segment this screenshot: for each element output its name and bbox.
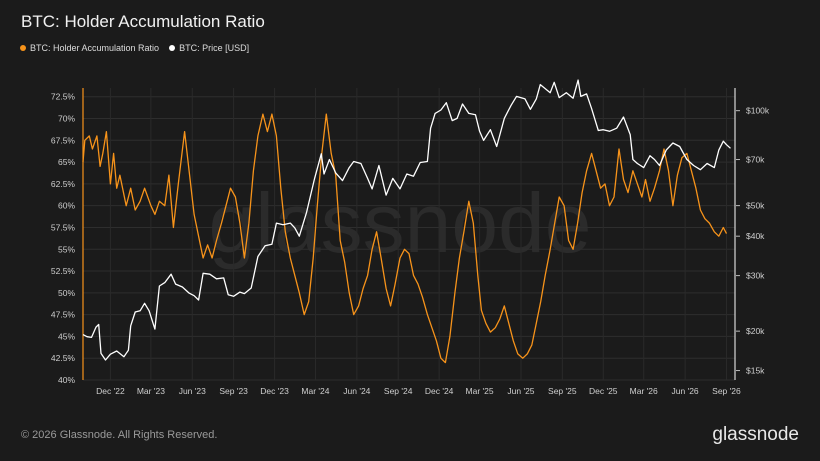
right-tick-label: $70k: [746, 155, 765, 165]
legend-label-ratio: BTC: Holder Accumulation Ratio: [30, 43, 160, 53]
x-tick-label: Dec '24: [425, 386, 454, 396]
left-tick-label: 55%: [58, 244, 75, 254]
legend-swatch-price: [169, 45, 176, 51]
left-tick-label: 65%: [58, 157, 75, 167]
x-tick-label: Sep '25: [548, 386, 577, 396]
legend-swatch-ratio: [20, 45, 26, 51]
left-tick-label: 50%: [58, 288, 75, 298]
x-tick-label: Sep '24: [384, 386, 413, 396]
x-tick-label: Jun '26: [672, 386, 699, 396]
x-tick-label: Dec '23: [260, 386, 289, 396]
left-tick-label: 47.5%: [51, 310, 76, 320]
grid: [83, 88, 735, 381]
left-tick-label: 45%: [58, 331, 75, 341]
x-tick-label: Sep '26: [712, 386, 741, 396]
left-tick-label: 52.5%: [51, 266, 76, 276]
left-tick-label: 72.5%: [51, 92, 76, 102]
x-axis: Dec '22 Mar '23 Jun '23 Sep '23 Dec '23 Mar '…: [96, 386, 741, 396]
x-tick-label: Mar '25: [466, 386, 494, 396]
x-tick-label: Dec '22: [96, 386, 125, 396]
x-tick-label: Sep '23: [219, 386, 248, 396]
right-tick-label: $30k: [746, 271, 765, 281]
right-tick-label: $50k: [746, 201, 765, 211]
chart-title: BTC: Holder Accumulation Ratio: [21, 12, 265, 31]
left-tick-label: 40%: [58, 375, 75, 385]
x-tick-label: Mar '23: [137, 386, 165, 396]
x-tick-label: Dec '25: [589, 386, 618, 396]
legend: BTC: Holder Accumulation Ratio BTC: Pric…: [20, 43, 249, 53]
x-tick-label: Jun '24: [343, 386, 370, 396]
left-tick-label: 62.5%: [51, 179, 76, 189]
left-tick-label: 57.5%: [51, 222, 76, 232]
copyright-text: © 2026 Glassnode. All Rights Reserved.: [21, 429, 218, 441]
left-tick-label: 70%: [58, 114, 75, 124]
x-tick-label: Jun '25: [507, 386, 534, 396]
x-tick-label: Mar '26: [630, 386, 658, 396]
legend-item-ratio[interactable]: BTC: Holder Accumulation Ratio: [20, 43, 159, 53]
glassnode-logo[interactable]: glassnode: [712, 424, 799, 445]
watermark: glassnode: [209, 176, 592, 270]
x-tick-label: Jun '23: [179, 386, 206, 396]
series-line-btc-price: [82, 79, 731, 361]
left-tick-label: 67.5%: [51, 135, 76, 145]
left-axis: 40% 42.5% 45% 47.5% 50% 52.5% 55% 57.5% 60% 62.5%…: [51, 88, 84, 385]
right-tick-label: $20k: [746, 326, 765, 336]
legend-label-price: BTC: Price [USD]: [179, 43, 250, 53]
left-tick-label: 42.5%: [51, 353, 76, 363]
x-tick-label: Mar '24: [301, 386, 329, 396]
right-tick-label: $15k: [746, 366, 765, 376]
right-tick-label: $100k: [746, 106, 770, 116]
legend-item-price[interactable]: BTC: Price [USD]: [169, 43, 249, 53]
series-line-holder-accumulation-ratio: [82, 113, 728, 364]
right-tick-label: $40k: [746, 231, 765, 241]
right-axis: $15k $20k $30k $40k $50k $70k $100k: [734, 88, 770, 380]
left-tick-label: 60%: [58, 201, 75, 211]
series-layer: [82, 79, 731, 364]
